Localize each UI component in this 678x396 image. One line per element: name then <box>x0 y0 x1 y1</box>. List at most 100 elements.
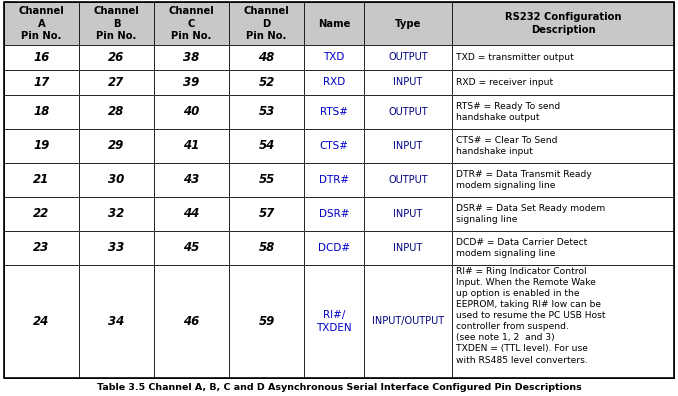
Bar <box>304 265 364 378</box>
Text: TXD = transmitter output: TXD = transmitter output <box>456 53 574 62</box>
Bar <box>452 70 674 95</box>
Text: 40: 40 <box>183 105 199 118</box>
Text: 24: 24 <box>33 315 49 328</box>
Bar <box>79 163 154 197</box>
Bar <box>154 197 229 231</box>
Bar <box>4 70 79 95</box>
Text: 48: 48 <box>258 51 275 64</box>
Text: 28: 28 <box>108 105 125 118</box>
Text: Channel
C
Pin No.: Channel C Pin No. <box>169 6 214 41</box>
Bar <box>154 163 229 197</box>
Text: OUTPUT: OUTPUT <box>388 107 428 117</box>
Bar <box>4 129 79 163</box>
Text: 59: 59 <box>258 315 275 328</box>
Bar <box>304 45 364 70</box>
Bar <box>452 231 674 265</box>
Bar <box>452 197 674 231</box>
Text: 41: 41 <box>183 139 199 152</box>
Bar <box>229 45 304 70</box>
Bar <box>229 45 304 70</box>
Text: INPUT/OUTPUT: INPUT/OUTPUT <box>372 316 444 326</box>
Bar <box>364 2 452 45</box>
Bar <box>79 70 154 95</box>
Text: 16: 16 <box>33 51 49 64</box>
Bar <box>364 2 452 45</box>
Text: Table 3.5 Channel A, B, C and D Asynchronous Serial Interface Configured Pin Des: Table 3.5 Channel A, B, C and D Asynchro… <box>97 383 581 392</box>
Text: 30: 30 <box>108 173 125 186</box>
Bar <box>4 265 79 378</box>
Bar <box>304 129 364 163</box>
Bar <box>364 95 452 129</box>
Bar <box>304 95 364 129</box>
Bar <box>364 197 452 231</box>
Bar <box>304 95 364 129</box>
Text: DCD# = Data Carrier Detect
modem signaling line: DCD# = Data Carrier Detect modem signali… <box>456 238 587 258</box>
Bar <box>229 2 304 45</box>
Text: 32: 32 <box>108 207 125 220</box>
Text: 55: 55 <box>258 173 275 186</box>
Text: 22: 22 <box>33 207 49 220</box>
Bar <box>4 129 79 163</box>
Bar <box>304 2 364 45</box>
Bar <box>364 70 452 95</box>
Bar <box>4 2 79 45</box>
Bar <box>154 265 229 378</box>
Bar <box>154 45 229 70</box>
Bar <box>364 45 452 70</box>
Bar <box>304 231 364 265</box>
Text: 21: 21 <box>33 173 49 186</box>
Bar <box>229 197 304 231</box>
Bar <box>364 231 452 265</box>
Text: OUTPUT: OUTPUT <box>388 53 428 63</box>
Text: 54: 54 <box>258 139 275 152</box>
Bar <box>79 45 154 70</box>
Text: RXD: RXD <box>323 77 345 88</box>
Bar <box>364 70 452 95</box>
Text: RI# = Ring Indicator Control
Input. When the Remote Wake
up option is enabled in: RI# = Ring Indicator Control Input. When… <box>456 267 605 365</box>
Bar <box>4 197 79 231</box>
Bar <box>79 265 154 378</box>
Text: RI#/
TXDEN: RI#/ TXDEN <box>316 310 352 333</box>
Text: RXD = receiver input: RXD = receiver input <box>456 78 553 87</box>
Bar <box>229 265 304 378</box>
Text: 26: 26 <box>108 51 125 64</box>
Bar <box>4 95 79 129</box>
Bar <box>79 163 154 197</box>
Bar <box>154 70 229 95</box>
Text: DTR# = Data Transmit Ready
modem signaling line: DTR# = Data Transmit Ready modem signali… <box>456 170 592 190</box>
Bar <box>452 2 674 45</box>
Bar <box>79 231 154 265</box>
Bar <box>364 129 452 163</box>
Bar <box>452 2 674 45</box>
Text: 38: 38 <box>183 51 199 64</box>
Bar <box>79 2 154 45</box>
Text: INPUT: INPUT <box>393 243 422 253</box>
Text: DSR#: DSR# <box>319 209 349 219</box>
Bar <box>452 45 674 70</box>
Text: 17: 17 <box>33 76 49 89</box>
Bar <box>4 231 79 265</box>
Bar <box>79 129 154 163</box>
Bar <box>364 45 452 70</box>
Bar <box>304 231 364 265</box>
Bar <box>4 95 79 129</box>
Bar <box>452 95 674 129</box>
Bar <box>304 70 364 95</box>
Text: Channel
B
Pin No.: Channel B Pin No. <box>94 6 140 41</box>
Bar <box>229 129 304 163</box>
Bar <box>4 2 79 45</box>
Bar <box>304 197 364 231</box>
Bar <box>229 231 304 265</box>
Bar <box>154 2 229 45</box>
Text: DCD#: DCD# <box>318 243 350 253</box>
Text: 34: 34 <box>108 315 125 328</box>
Bar <box>452 70 674 95</box>
Bar <box>452 129 674 163</box>
Bar <box>304 129 364 163</box>
Bar <box>4 70 79 95</box>
Text: 58: 58 <box>258 241 275 254</box>
Bar <box>364 129 452 163</box>
Bar <box>154 197 229 231</box>
Text: 43: 43 <box>183 173 199 186</box>
Bar <box>229 163 304 197</box>
